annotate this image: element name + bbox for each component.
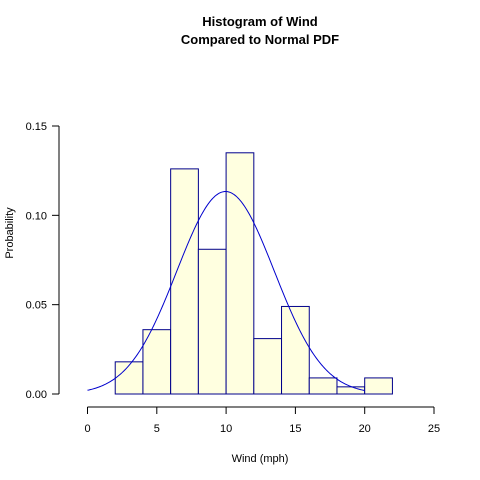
histogram-bar: [114, 361, 144, 395]
histogram-bar: [308, 377, 338, 395]
chart-title: Histogram of Wind: [202, 14, 317, 29]
histogram-bar: [142, 329, 172, 395]
histogram-bar: [253, 338, 283, 395]
y-tick-label: 0.00: [26, 389, 47, 401]
normal-pdf-curve: [87, 191, 365, 392]
histogram-bar: [336, 386, 366, 395]
x-tick-label: 0: [84, 423, 90, 435]
x-tick-label: 20: [359, 423, 371, 435]
x-axis-label: Wind (mph): [232, 453, 289, 465]
y-tick-label: 0.10: [26, 210, 47, 222]
histogram-bar: [364, 377, 393, 395]
x-tick-label: 15: [289, 423, 301, 435]
histogram-bars: [114, 152, 393, 395]
y-tick-label: 0.15: [26, 121, 47, 133]
x-axis: 0 5 10 15 20 25: [84, 406, 440, 435]
chart-subtitle: Compared to Normal PDF: [181, 32, 339, 47]
histogram-bar: [197, 248, 227, 395]
histogram-bar: [170, 168, 199, 395]
x-tick-label: 5: [154, 423, 160, 435]
y-tick-label: 0.05: [26, 300, 47, 312]
x-tick-label: 25: [428, 423, 440, 435]
x-tick-label: 10: [220, 423, 232, 435]
y-axis-label: Probability: [4, 207, 16, 259]
histogram-bar: [281, 305, 310, 395]
histogram-bar: [225, 152, 255, 395]
y-axis: 0.00 0.05 0.10 0.15: [26, 121, 60, 401]
